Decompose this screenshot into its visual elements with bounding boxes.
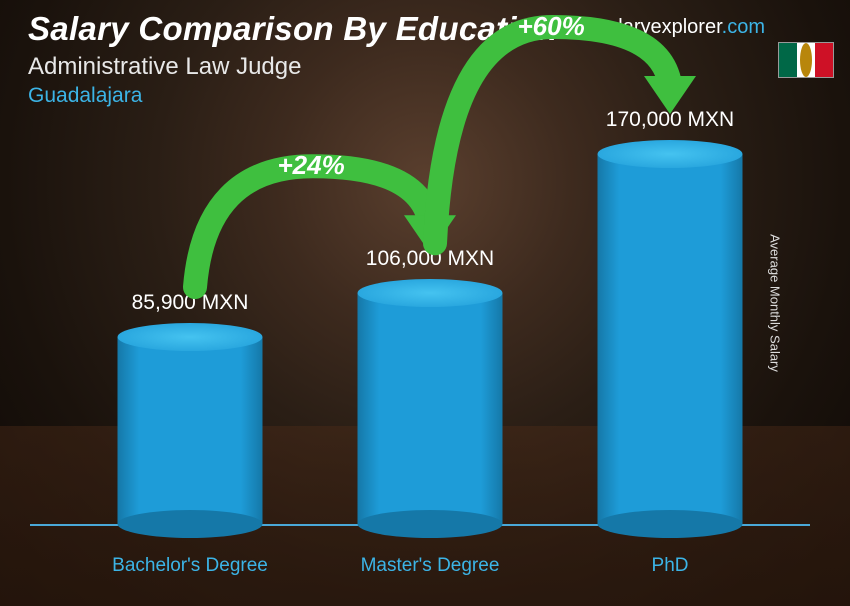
flag-stripe-green	[779, 43, 797, 77]
brand-domain: .com	[722, 16, 765, 38]
flag-stripe-red	[815, 43, 833, 77]
percent-increase-badge: +60%	[518, 11, 585, 42]
bar-chart: 85,900 MXNBachelor's Degree106,000 MXNMa…	[70, 58, 770, 578]
chart-title: Salary Comparison By Education	[28, 10, 558, 48]
flag-emblem	[800, 43, 812, 77]
increase-arrow	[70, 58, 770, 578]
country-flag-mexico	[778, 42, 834, 78]
